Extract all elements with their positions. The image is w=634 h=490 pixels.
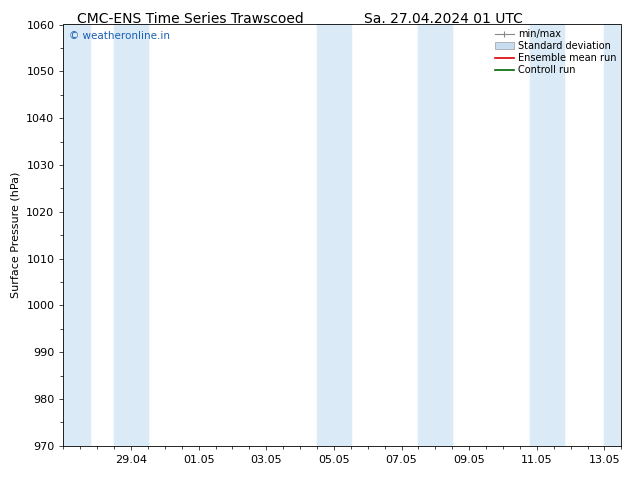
Bar — [530, 24, 564, 446]
Bar — [63, 24, 91, 446]
Text: Sa. 27.04.2024 01 UTC: Sa. 27.04.2024 01 UTC — [365, 12, 523, 26]
Legend: min/max, Standard deviation, Ensemble mean run, Controll run: min/max, Standard deviation, Ensemble me… — [493, 27, 618, 77]
Text: CMC-ENS Time Series Trawscoed: CMC-ENS Time Series Trawscoed — [77, 12, 304, 26]
Bar — [114, 24, 148, 446]
Y-axis label: Surface Pressure (hPa): Surface Pressure (hPa) — [11, 172, 21, 298]
Bar — [317, 24, 351, 446]
Bar — [604, 24, 621, 446]
Bar — [418, 24, 452, 446]
Text: © weatheronline.in: © weatheronline.in — [69, 31, 170, 41]
